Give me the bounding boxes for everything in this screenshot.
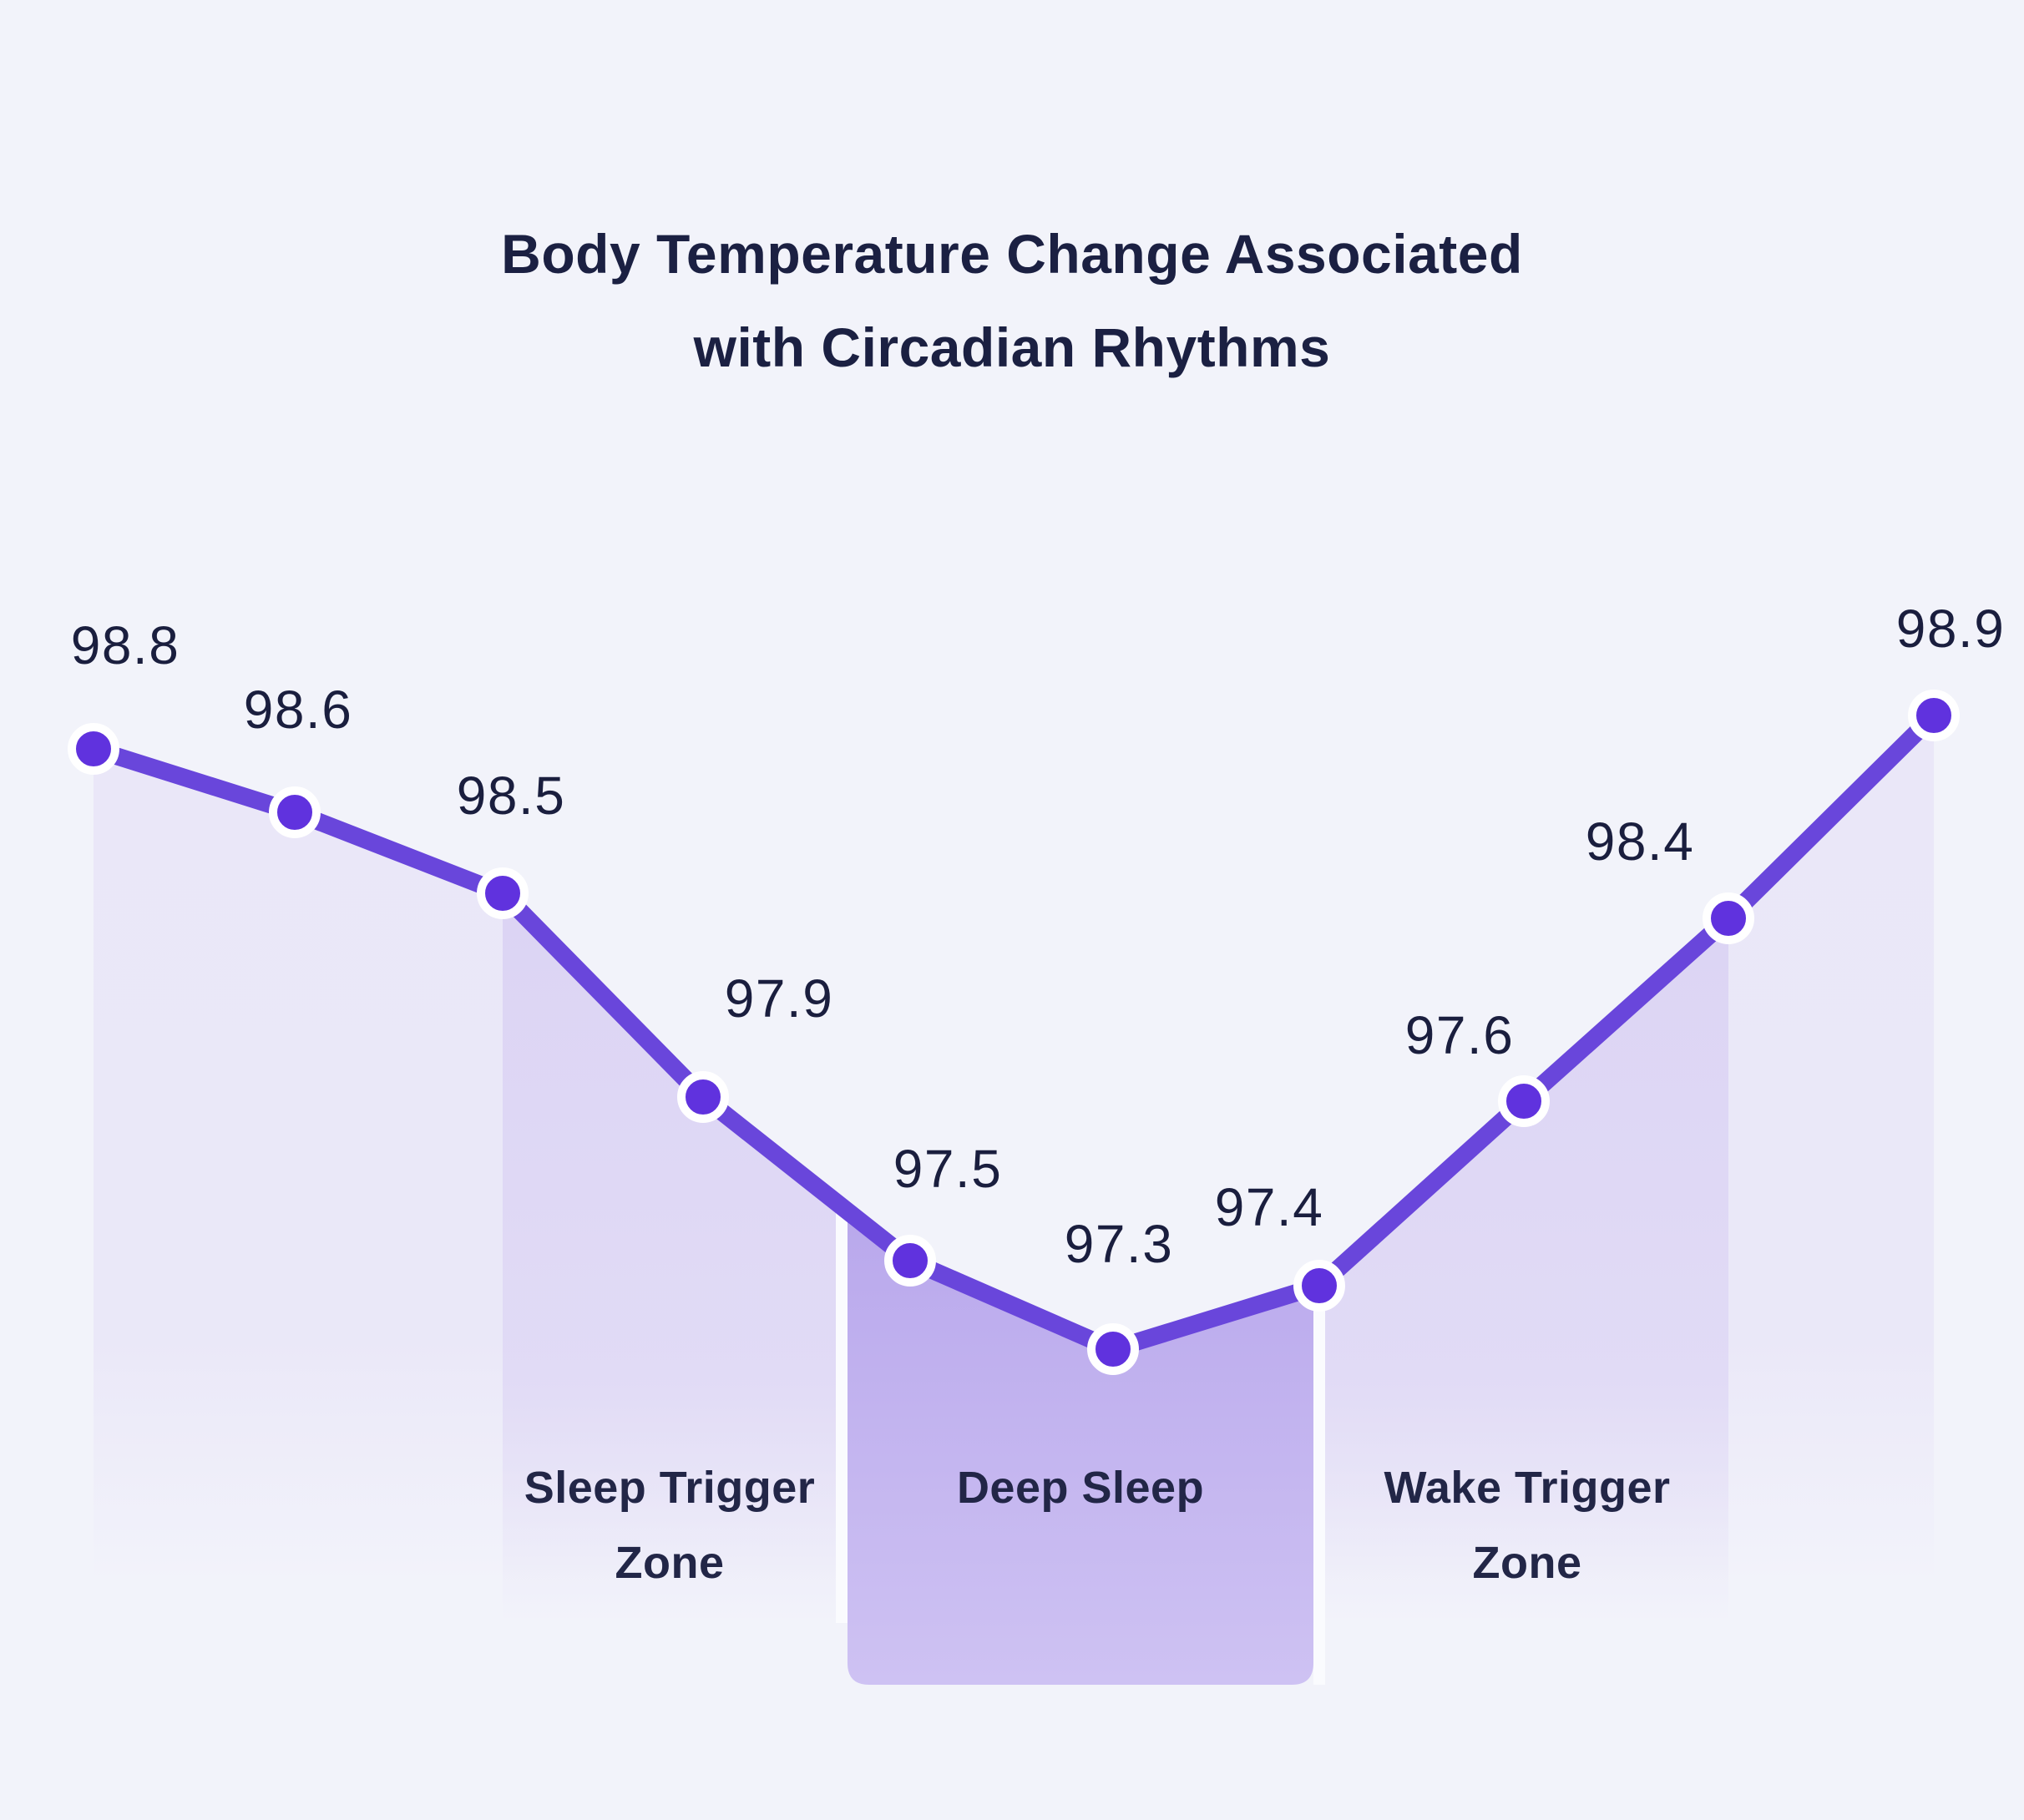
point-value-label: 97.3	[1065, 1214, 1174, 1274]
data-point-dot	[1908, 690, 1960, 741]
band-separator-left	[836, 1206, 848, 1623]
point-value-label: 98.8	[71, 615, 180, 675]
point-value-label: 98.6	[244, 680, 353, 740]
band-separator-right	[1313, 1292, 1325, 1685]
page-title: Body Temperature Change Associated with …	[0, 207, 2024, 394]
point-value-label: 98.5	[457, 766, 566, 826]
point-value-label: 98.9	[1896, 599, 2006, 659]
page-title-line1: Body Temperature Change Associated	[501, 223, 1523, 285]
sleep-trigger-zone-band	[503, 893, 836, 1618]
wake-trigger-zone-band	[1325, 918, 1728, 1618]
data-point-dot	[1498, 1075, 1550, 1127]
data-point-dot	[269, 786, 321, 838]
data-point-dot	[1703, 892, 1754, 944]
temperature-line	[84, 706, 1943, 1358]
data-point-dot	[1087, 1323, 1139, 1375]
data-point-dot	[477, 867, 529, 919]
point-value-label: 97.9	[725, 968, 834, 1029]
point-value-label: 97.5	[893, 1139, 1003, 1199]
data-point-dot	[1293, 1260, 1345, 1312]
data-point-dot	[68, 723, 119, 775]
wake-trigger-zone-label-line2: Zone	[1473, 1538, 1582, 1588]
deep-sleep-zone-label: Deep Sleep	[957, 1463, 1204, 1513]
point-value-label: 97.4	[1215, 1177, 1324, 1237]
sleep-trigger-zone-label-line1: Sleep Trigger	[524, 1463, 816, 1513]
point-value-label: 98.4	[1586, 811, 1695, 872]
data-point-dot	[677, 1071, 729, 1123]
data-point-dot	[884, 1235, 936, 1287]
sleep-trigger-zone-label-line2: Zone	[615, 1538, 725, 1588]
wake-trigger-zone-label-line1: Wake Trigger	[1384, 1463, 1670, 1513]
point-value-label: 97.6	[1405, 1005, 1515, 1065]
page-title-line2: with Circadian Rhythms	[693, 316, 1331, 378]
